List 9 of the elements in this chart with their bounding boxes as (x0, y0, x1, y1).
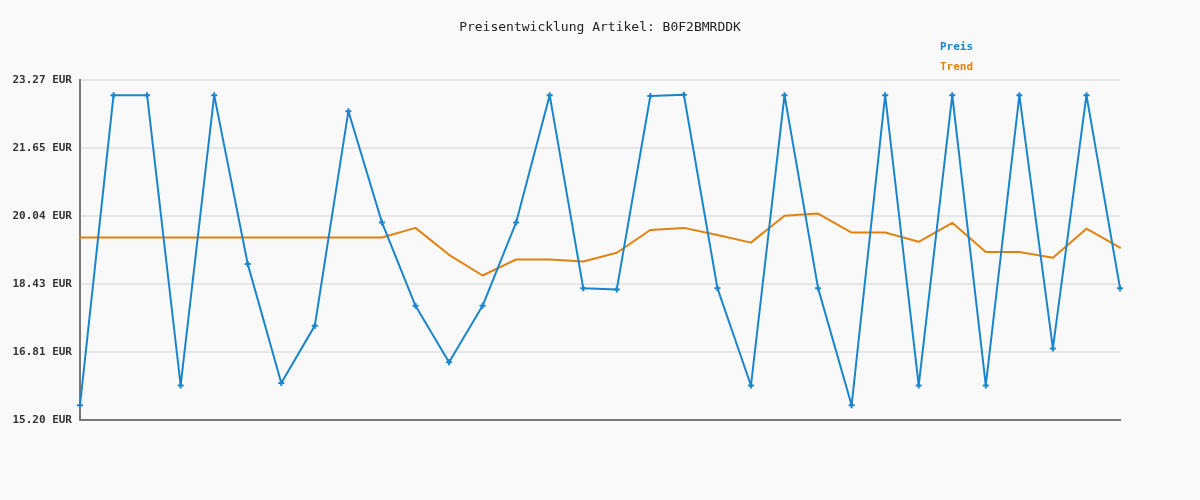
y-tick-label: 23.27 EUR (12, 72, 73, 86)
y-tick-label: 15.20 EUR (12, 412, 73, 426)
y-tick-label: 20.04 EUR (12, 208, 73, 222)
y-tick-label: 18.43 EUR (12, 276, 73, 290)
text: Trend (940, 59, 974, 73)
text: Preis (940, 39, 974, 53)
y-tick-label: 21.65 EUR (12, 141, 73, 155)
chart-title: Preisentwicklung Artikel: B0F2BMRDDK (459, 19, 742, 35)
y-tick-label: 16.81 EUR (12, 345, 73, 359)
